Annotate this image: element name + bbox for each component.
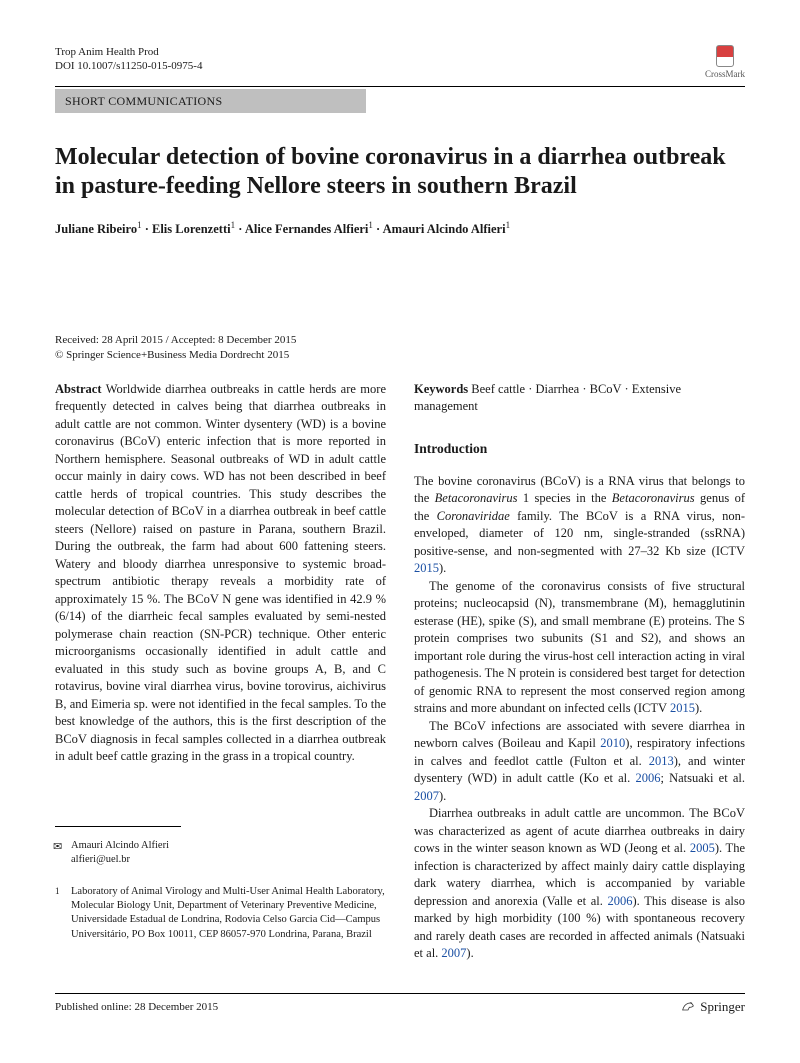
keywords-label: Keywords xyxy=(414,382,468,396)
abstract-body: Worldwide diarrhea outbreaks in cattle h… xyxy=(55,382,386,764)
two-column-layout: Abstract Worldwide diarrhea outbreaks in… xyxy=(55,381,745,963)
journal-name: Trop Anim Health Prod xyxy=(55,45,202,59)
citation-link[interactable]: 2007 xyxy=(441,946,466,960)
corr-name: Amauri Alcindo Alfieri xyxy=(71,839,386,853)
article-title: Molecular detection of bovine coronaviru… xyxy=(55,143,745,201)
doi: DOI 10.1007/s11250-015-0975-4 xyxy=(55,59,202,73)
keywords: Keywords Beef cattle · Diarrhea · BCoV ·… xyxy=(414,381,745,415)
journal-info: Trop Anim Health Prod DOI 10.1007/s11250… xyxy=(55,45,202,74)
author: Elis Lorenzetti1 xyxy=(152,222,235,236)
corresponding-author: ✉ Amauri Alcindo Alfieri alfieri@uel.br xyxy=(55,839,386,867)
correspondence-divider xyxy=(55,826,181,827)
affiliation-text: Laboratory of Animal Virology and Multi-… xyxy=(71,886,385,940)
citation-link[interactable]: 2015 xyxy=(670,701,695,715)
envelope-icon: ✉ xyxy=(53,840,62,855)
affiliation: 1 Laboratory of Animal Virology and Mult… xyxy=(55,885,386,942)
left-column: Abstract Worldwide diarrhea outbreaks in… xyxy=(55,381,386,942)
springer-icon xyxy=(680,998,696,1014)
copyright: © Springer Science+Business Media Dordre… xyxy=(55,348,745,363)
citation-link[interactable]: 2013 xyxy=(649,754,674,768)
section-heading-introduction: Introduction xyxy=(414,440,745,458)
intro-para-3: The BCoV infections are associated with … xyxy=(414,718,745,806)
crossmark-badge[interactable]: CrossMark xyxy=(705,45,745,80)
header: Trop Anim Health Prod DOI 10.1007/s11250… xyxy=(55,45,745,80)
footer: Published online: 28 December 2015 Sprin… xyxy=(55,993,745,1016)
received-accepted: Received: 28 April 2015 / Accepted: 8 De… xyxy=(55,333,745,348)
author: Amauri Alcindo Alfieri1 xyxy=(383,222,510,236)
intro-para-2: The genome of the coronavirus consists o… xyxy=(414,578,745,718)
author-list: Juliane Ribeiro1 · Elis Lorenzetti1 · Al… xyxy=(55,219,745,238)
citation-link[interactable]: 2015 xyxy=(414,561,439,575)
citation-link[interactable]: 2006 xyxy=(635,771,660,785)
citation-link[interactable]: 2005 xyxy=(690,841,715,855)
article-type: SHORT COMMUNICATIONS xyxy=(55,89,366,113)
intro-para-1: The bovine coronavirus (BCoV) is a RNA v… xyxy=(414,473,745,578)
crossmark-icon xyxy=(716,45,734,67)
published-online: Published online: 28 December 2015 xyxy=(55,1000,218,1015)
citation-link[interactable]: 2007 xyxy=(414,789,439,803)
publisher-logo: Springer xyxy=(680,998,745,1016)
abstract-label: Abstract xyxy=(55,382,102,396)
author: Alice Fernandes Alfieri1 xyxy=(245,222,373,236)
dates-block: Received: 28 April 2015 / Accepted: 8 De… xyxy=(55,333,745,363)
header-rule xyxy=(55,86,745,87)
affiliation-number: 1 xyxy=(55,885,60,897)
crossmark-label: CrossMark xyxy=(705,68,745,80)
author: Juliane Ribeiro1 xyxy=(55,222,142,236)
citation-link[interactable]: 2010 xyxy=(600,736,625,750)
intro-para-4: Diarrhea outbreaks in adult cattle are u… xyxy=(414,805,745,963)
citation-link[interactable]: 2006 xyxy=(608,894,633,908)
introduction-body: The bovine coronavirus (BCoV) is a RNA v… xyxy=(414,473,745,963)
publisher-name: Springer xyxy=(700,998,745,1016)
abstract: Abstract Worldwide diarrhea outbreaks in… xyxy=(55,381,386,766)
corr-email: alfieri@uel.br xyxy=(71,853,386,867)
right-column: Keywords Beef cattle · Diarrhea · BCoV ·… xyxy=(414,381,745,963)
